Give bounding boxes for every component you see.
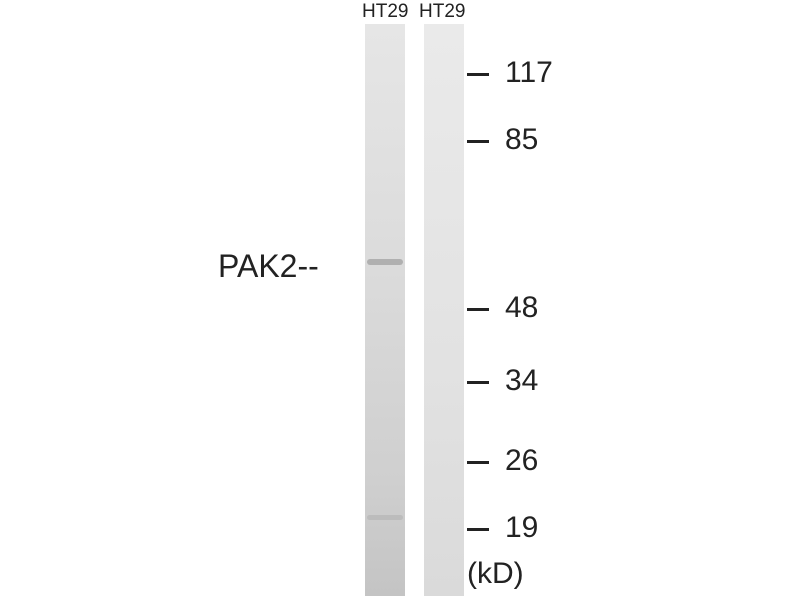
faint-band xyxy=(367,515,403,520)
protein-label: PAK2-- xyxy=(218,248,319,284)
marker-26: 26 xyxy=(467,444,538,478)
blot-lane-1 xyxy=(365,24,405,596)
pak2-band xyxy=(367,259,403,265)
marker-85: 85 xyxy=(467,123,538,157)
lane-2-label: HT29 xyxy=(419,1,466,22)
marker-34: 34 xyxy=(467,364,538,398)
blot-lane-2 xyxy=(424,24,464,596)
marker-48: 48 xyxy=(467,291,538,325)
marker-117: 117 xyxy=(467,56,553,90)
marker-19: 19 xyxy=(467,511,538,545)
unit-label: (kD) xyxy=(467,557,524,590)
lane-1-label: HT29 xyxy=(362,1,409,22)
